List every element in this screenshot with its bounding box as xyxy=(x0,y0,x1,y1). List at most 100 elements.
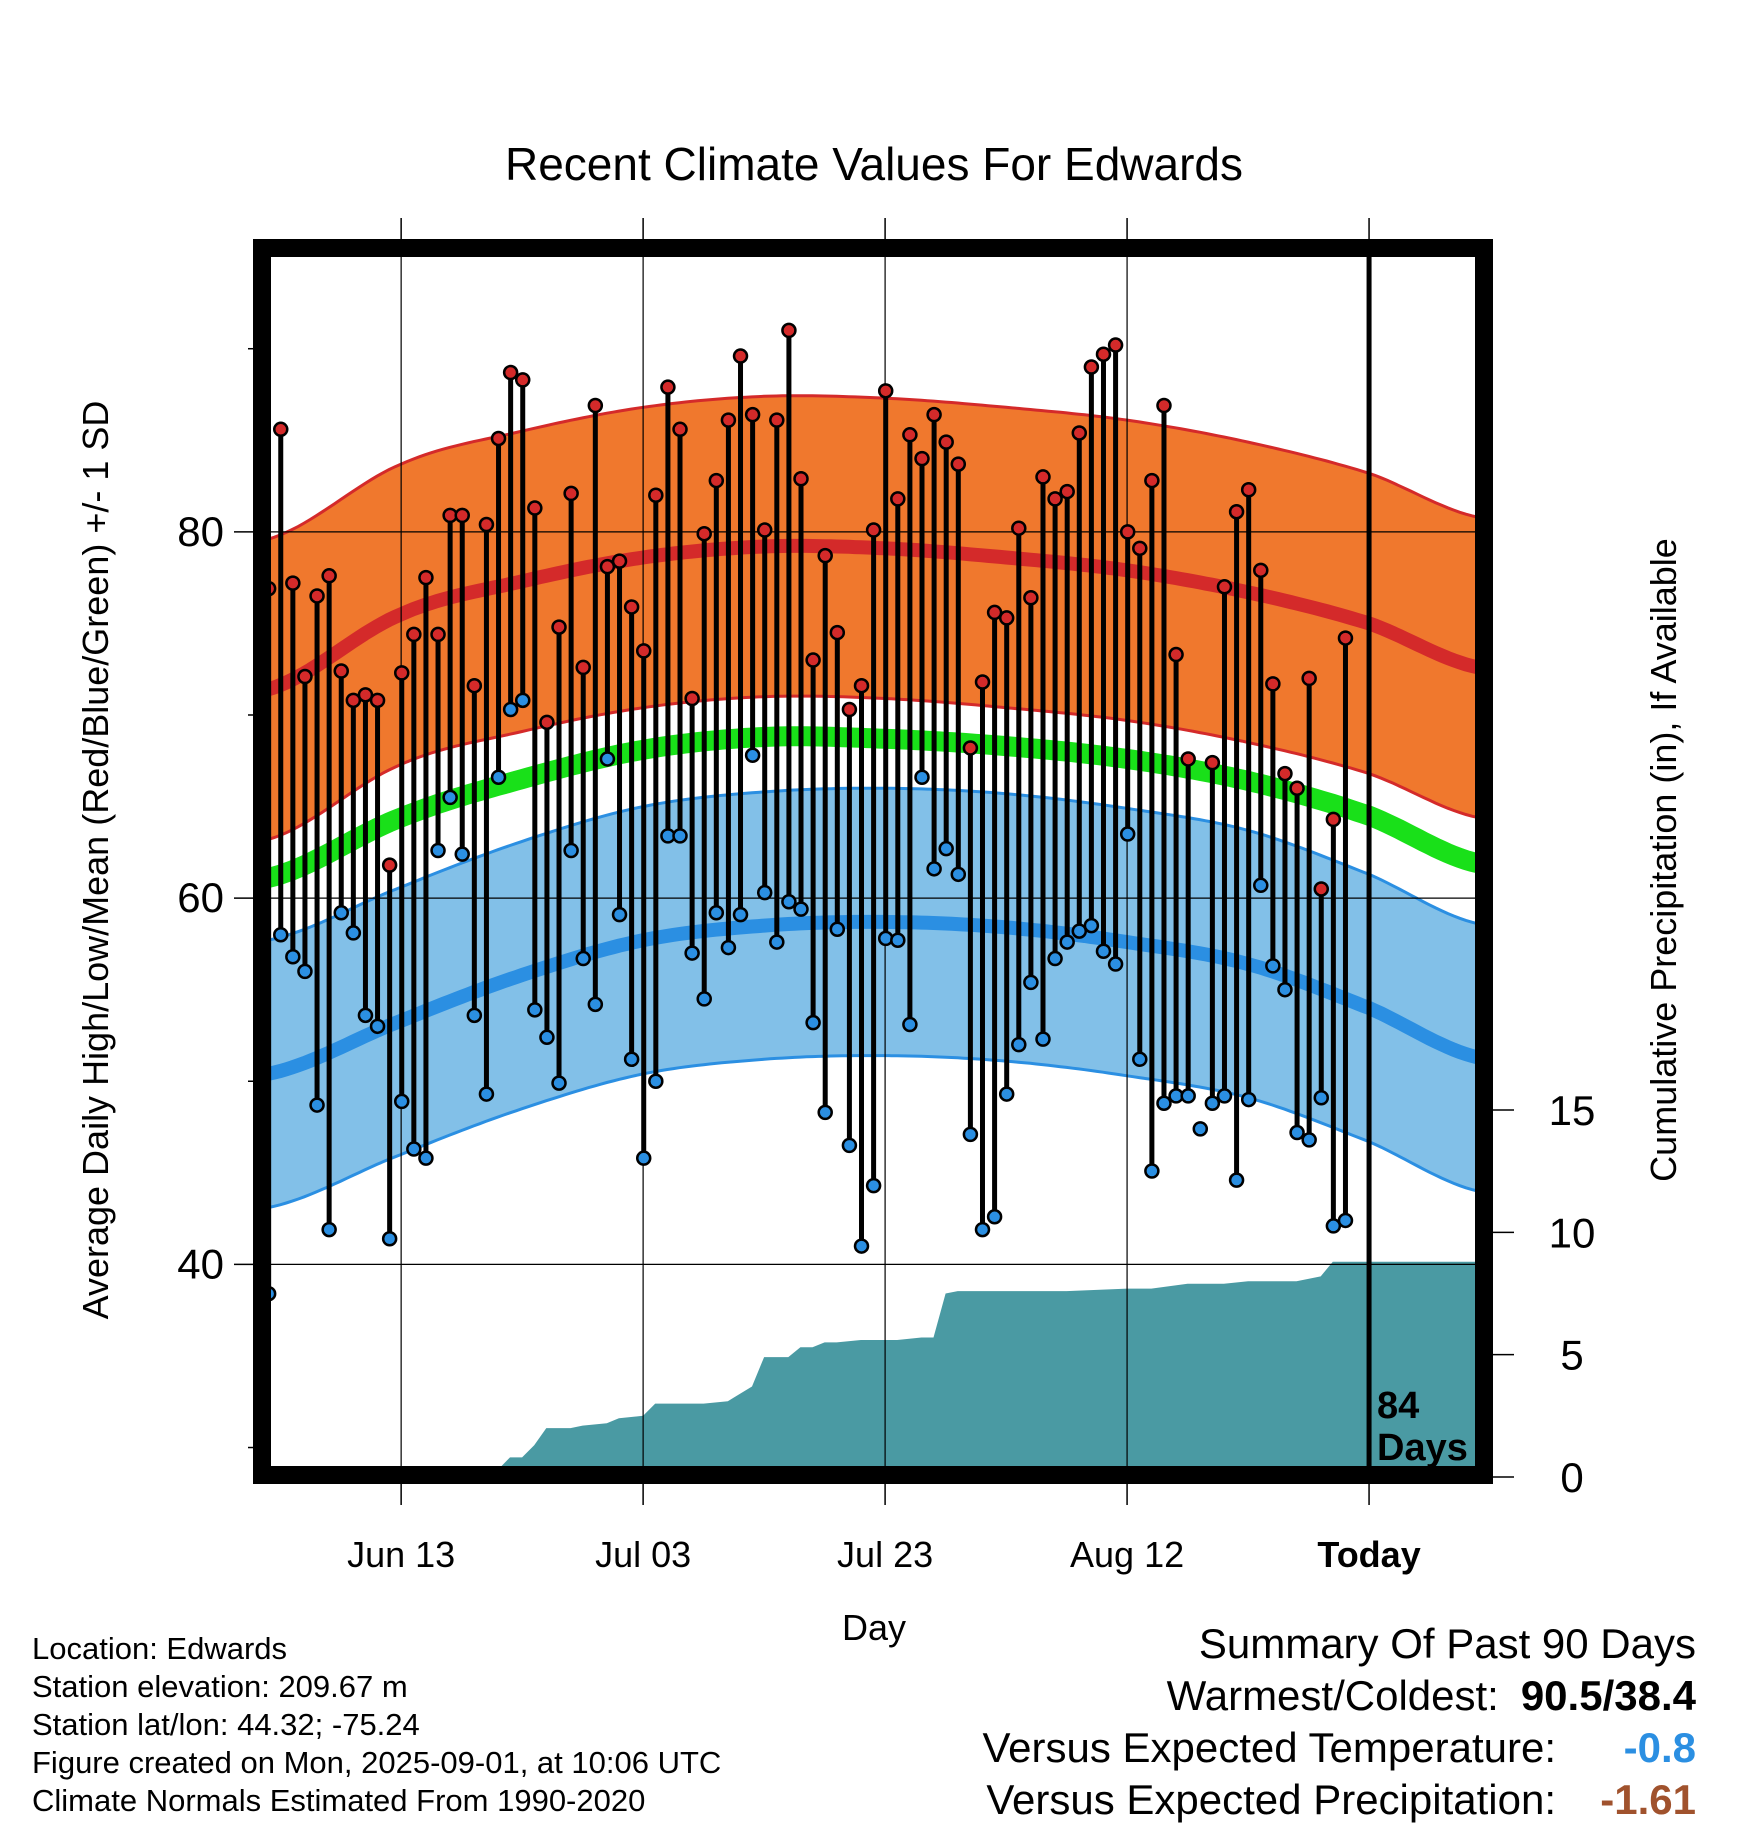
high-dot xyxy=(1059,483,1075,500)
high-dot xyxy=(345,692,362,709)
low-dot xyxy=(865,1177,882,1194)
high-dot xyxy=(1107,337,1124,353)
low-dot xyxy=(333,905,349,921)
low-dot xyxy=(744,747,761,764)
temp-label: Versus Expected Temperature: xyxy=(982,1724,1556,1771)
high-dot xyxy=(1228,503,1245,520)
low-dot xyxy=(950,866,967,883)
low-dot xyxy=(345,925,362,941)
high-dot xyxy=(877,383,894,399)
high-dot xyxy=(756,522,773,538)
high-dot xyxy=(490,430,507,447)
high-dot xyxy=(1119,524,1136,540)
high-dot xyxy=(1132,540,1148,557)
y-right-tick-label: 5 xyxy=(1560,1332,1583,1379)
low-dot xyxy=(611,906,628,923)
high-dot xyxy=(309,588,325,604)
x-axis-label: Day xyxy=(842,1607,906,1648)
high-dot xyxy=(418,569,434,586)
high-dot xyxy=(805,652,821,668)
high-dot xyxy=(986,604,1003,621)
y-left-tick-label: 40 xyxy=(177,1240,224,1287)
today-days-count: 84 xyxy=(1377,1385,1419,1427)
low-dot xyxy=(587,996,604,1013)
low-dot xyxy=(769,934,785,950)
high-dot xyxy=(393,665,410,681)
high-dot xyxy=(1071,425,1088,441)
high-dot xyxy=(684,690,700,707)
latlon-text: Station lat/lon: 44.32; -75.24 xyxy=(32,1707,420,1742)
high-dot xyxy=(297,668,313,685)
low-dot xyxy=(1156,1095,1172,1111)
high-dot xyxy=(1168,646,1184,663)
high-dot xyxy=(635,643,652,659)
low-dot xyxy=(1023,974,1039,991)
y-axis-right: 0 5 10 15 xyxy=(1484,1087,1595,1501)
low-dot xyxy=(1192,1121,1209,1137)
high-dot xyxy=(575,659,591,676)
temp-row: Versus Expected Temperature: -0.8 xyxy=(982,1722,1696,1774)
high-dot xyxy=(648,487,664,503)
low-dot xyxy=(926,861,942,877)
x-tick-label: Aug 12 xyxy=(1070,1534,1184,1575)
low-dot xyxy=(285,948,301,965)
location-text: Location: Edwards xyxy=(32,1631,288,1666)
daily-dots xyxy=(262,322,1354,1302)
high-dot xyxy=(1011,520,1027,536)
high-dot xyxy=(890,491,906,507)
low-dot xyxy=(273,927,289,943)
today-days-label: Days xyxy=(1377,1427,1468,1469)
low-dot xyxy=(793,901,809,917)
high-dot xyxy=(1144,472,1160,489)
low-dot xyxy=(551,1075,567,1091)
high-dot xyxy=(563,485,579,502)
high-dot xyxy=(539,714,555,731)
high-dot xyxy=(950,456,967,472)
high-dot xyxy=(357,687,374,703)
high-dot xyxy=(369,692,386,709)
high-dot xyxy=(333,663,349,679)
high-dot xyxy=(938,434,954,450)
low-dot xyxy=(599,751,616,767)
x-axis: Jun 13 Jul 03 Jul 23 Aug 12 Today xyxy=(347,218,1421,1575)
low-dot xyxy=(297,963,313,980)
high-dot xyxy=(660,379,676,395)
low-dot xyxy=(527,1002,543,1018)
high-dot xyxy=(998,610,1015,626)
low-dot xyxy=(829,921,846,938)
low-dot xyxy=(1325,1218,1342,1234)
low-dot xyxy=(321,1221,337,1238)
high-dot xyxy=(793,470,809,487)
low-dot xyxy=(1071,923,1088,939)
high-dot xyxy=(672,421,688,438)
high-dot xyxy=(829,624,846,641)
high-dot xyxy=(1083,359,1100,375)
high-dot xyxy=(623,599,640,615)
high-dot xyxy=(914,450,930,467)
high-dot xyxy=(502,364,519,381)
high-dot xyxy=(781,322,797,339)
low-dot xyxy=(841,1137,858,1154)
high-dot xyxy=(430,626,446,643)
y-left-tick-label: 80 xyxy=(177,508,224,555)
x-tick-label: Jul 23 xyxy=(837,1534,933,1575)
high-dot xyxy=(817,547,833,564)
high-dot xyxy=(381,857,398,873)
low-dot xyxy=(708,905,725,921)
low-dot xyxy=(539,1029,555,1046)
low-dot xyxy=(684,945,700,961)
warmest-row: Warmest/Coldest: 90.5/38.4 xyxy=(982,1670,1696,1722)
y-axis-left-label: Average Daily High/Low/Mean (Red/Blue/Gr… xyxy=(75,401,116,1320)
high-dot xyxy=(926,406,942,423)
warmest-label: Warmest/Coldest: xyxy=(1166,1672,1499,1719)
low-dot xyxy=(648,1073,664,1090)
low-dot xyxy=(442,789,458,806)
low-dot xyxy=(938,840,954,857)
precip-label: Versus Expected Precipitation: xyxy=(986,1776,1556,1823)
low-dot xyxy=(696,991,712,1007)
low-dot xyxy=(817,1104,833,1121)
high-dot xyxy=(611,553,628,569)
low-dot xyxy=(672,828,688,844)
x-tick-label: Jul 03 xyxy=(595,1534,691,1575)
low-dot xyxy=(1132,1051,1148,1068)
